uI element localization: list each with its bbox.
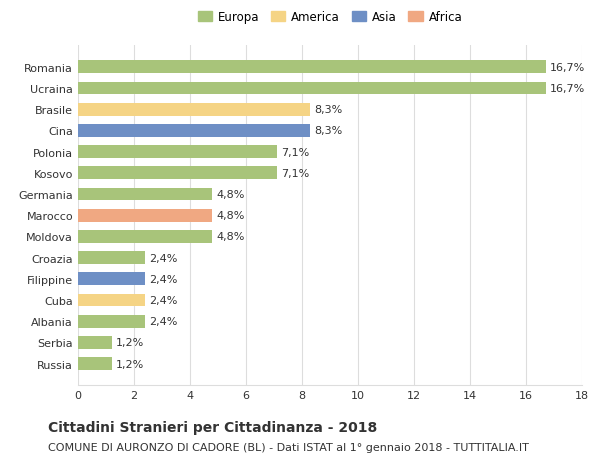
Bar	[78, 83, 545, 95]
Bar	[78, 125, 310, 138]
Bar	[78, 336, 112, 349]
Legend: Europa, America, Asia, Africa: Europa, America, Asia, Africa	[194, 8, 466, 28]
Text: 16,7%: 16,7%	[550, 63, 585, 73]
Text: Cittadini Stranieri per Cittadinanza - 2018: Cittadini Stranieri per Cittadinanza - 2…	[48, 420, 377, 434]
Text: 2,4%: 2,4%	[149, 295, 178, 305]
Bar	[78, 294, 145, 307]
Text: 1,2%: 1,2%	[116, 359, 144, 369]
Bar	[78, 315, 145, 328]
Text: 4,8%: 4,8%	[217, 232, 245, 242]
Bar	[78, 146, 277, 159]
Text: 4,8%: 4,8%	[217, 211, 245, 221]
Bar	[78, 104, 310, 116]
Text: 7,1%: 7,1%	[281, 147, 309, 157]
Text: 2,4%: 2,4%	[149, 317, 178, 326]
Bar	[78, 188, 212, 201]
Text: 2,4%: 2,4%	[149, 253, 178, 263]
Bar	[78, 230, 212, 243]
Bar	[78, 167, 277, 180]
Text: 1,2%: 1,2%	[116, 338, 144, 347]
Text: 16,7%: 16,7%	[550, 84, 585, 94]
Text: 4,8%: 4,8%	[217, 190, 245, 200]
Text: 8,3%: 8,3%	[314, 105, 343, 115]
Bar	[78, 273, 145, 285]
Text: 8,3%: 8,3%	[314, 126, 343, 136]
Bar	[78, 252, 145, 264]
Text: COMUNE DI AURONZO DI CADORE (BL) - Dati ISTAT al 1° gennaio 2018 - TUTTITALIA.IT: COMUNE DI AURONZO DI CADORE (BL) - Dati …	[48, 442, 529, 452]
Bar	[78, 358, 112, 370]
Bar	[78, 62, 545, 74]
Bar	[78, 209, 212, 222]
Text: 7,1%: 7,1%	[281, 168, 309, 179]
Text: 2,4%: 2,4%	[149, 274, 178, 284]
